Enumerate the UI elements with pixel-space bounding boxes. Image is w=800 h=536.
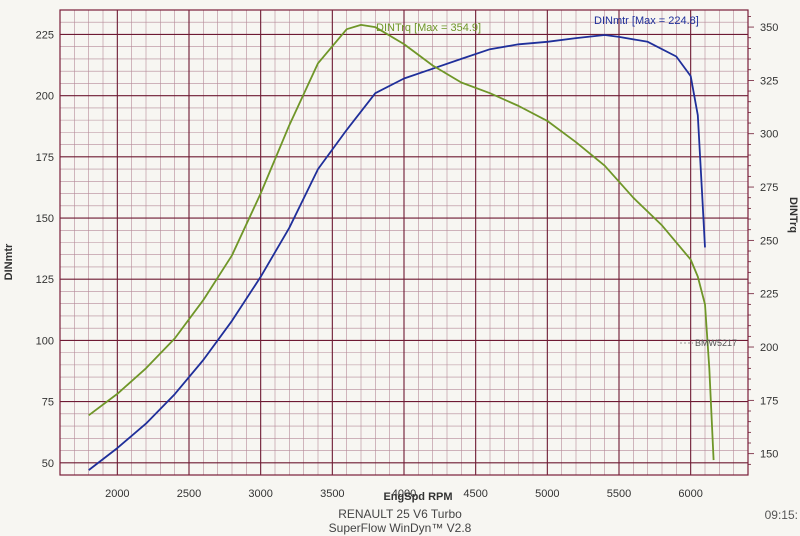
y-left-tick-label: 75 <box>42 397 54 409</box>
y-right-tick-label: 150 <box>760 449 778 461</box>
y-left-tick-label: 200 <box>36 91 54 103</box>
y-right-tick-label: 300 <box>760 129 778 141</box>
x-tick-label: 3500 <box>320 488 344 500</box>
x-tick-label: 2000 <box>105 488 129 500</box>
plot-frame <box>59 9 749 476</box>
y-right-axis-ticks: 150 175 200 225 250 275 300 325 350 <box>760 22 778 461</box>
x-tick-label: 6000 <box>678 488 702 500</box>
y-left-tick-label: 175 <box>36 152 54 164</box>
x-tick-label: 5500 <box>607 488 631 500</box>
y-right-tick-label: 200 <box>760 342 778 354</box>
y-left-axis-ticks: 50 75 100 125 150 175 200 225 <box>36 29 54 469</box>
y-left-tick-label: 125 <box>36 274 54 286</box>
x-tick-label: 5000 <box>535 488 559 500</box>
bmw-code-annotation: BMW5217 <box>695 338 737 348</box>
x-axis-title: EngSpd RPM <box>383 491 452 503</box>
dinmtr-max-annotation: DINmtr [Max = 224.8] <box>594 15 699 27</box>
dintrq-max-annotation: DINTrq [Max = 354.9] <box>376 22 481 34</box>
y-left-tick-label: 150 <box>36 213 54 225</box>
y-right-tick-label: 350 <box>760 22 778 34</box>
chart-footer-software: SuperFlow WinDyn™ V2.8 <box>328 521 472 535</box>
grid-minor <box>59 9 754 476</box>
series-line-dintrq <box>88 23 715 461</box>
x-tick-label: 3000 <box>248 488 272 500</box>
y-left-axis-title: DINmtr <box>3 243 15 280</box>
x-tick-label: 4000 <box>392 488 416 500</box>
x-axis-ticks: 2000 2500 3000 3500 4000 4500 5000 5500 6000 <box>105 488 703 500</box>
x-tick-label: 4500 <box>463 488 487 500</box>
y-right-tick-label: 250 <box>760 235 778 247</box>
grid-major <box>60 10 748 475</box>
x-tick-label: 2500 <box>177 488 201 500</box>
y-right-axis-title: DINTrq <box>787 197 799 233</box>
timestamp: 09:15: <box>764 508 798 522</box>
chart-footer-title: RENAULT 25 V6 Turbo <box>338 507 462 521</box>
y-left-tick-label: 100 <box>36 335 54 347</box>
series-line-dinmtr <box>88 34 706 471</box>
y-left-tick-label: 225 <box>36 29 54 41</box>
y-right-tick-label: 325 <box>760 75 778 87</box>
series-lines <box>88 23 715 471</box>
y-left-tick-label: 50 <box>42 458 54 470</box>
y-right-tick-label: 275 <box>760 182 778 194</box>
y-right-tick-label: 175 <box>760 395 778 407</box>
y-right-tick-label: 225 <box>760 289 778 301</box>
